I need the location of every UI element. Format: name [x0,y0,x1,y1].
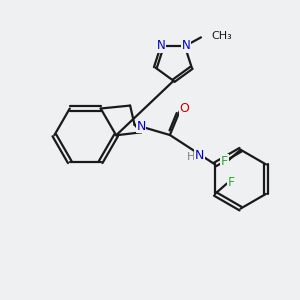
Text: H: H [187,152,195,162]
Text: O: O [180,102,190,115]
Text: F: F [221,155,228,168]
Text: N: N [157,39,165,52]
Text: N: N [195,149,204,162]
Text: N: N [136,120,146,133]
Text: F: F [228,176,235,189]
Text: N: N [182,39,191,52]
Text: CH₃: CH₃ [211,31,232,41]
